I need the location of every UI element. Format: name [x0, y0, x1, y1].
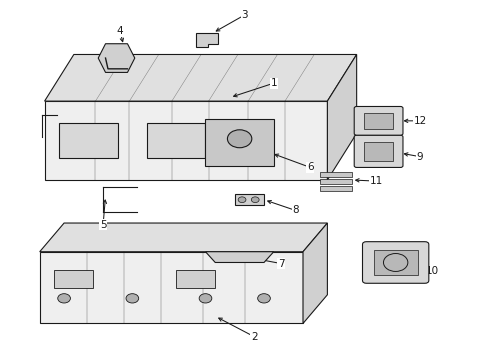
Polygon shape — [147, 123, 205, 158]
Text: 11: 11 — [369, 176, 382, 186]
Polygon shape — [40, 252, 303, 323]
Bar — [320, 179, 351, 184]
Bar — [176, 270, 215, 288]
Text: 10: 10 — [425, 266, 438, 276]
Text: 12: 12 — [412, 116, 426, 126]
Bar — [54, 270, 93, 288]
FancyBboxPatch shape — [362, 242, 428, 283]
Bar — [363, 113, 392, 129]
Text: 9: 9 — [416, 152, 423, 162]
Text: 8: 8 — [292, 206, 298, 216]
Circle shape — [227, 130, 251, 148]
Circle shape — [58, 294, 70, 303]
Polygon shape — [195, 33, 217, 47]
Polygon shape — [44, 54, 356, 101]
Polygon shape — [205, 252, 273, 262]
Bar — [320, 186, 351, 192]
Text: 2: 2 — [250, 332, 257, 342]
Circle shape — [257, 294, 270, 303]
Bar — [234, 194, 264, 205]
Text: 6: 6 — [306, 162, 313, 172]
Bar — [363, 141, 392, 161]
Polygon shape — [40, 223, 327, 252]
Text: 7: 7 — [277, 258, 284, 269]
Circle shape — [126, 294, 139, 303]
Polygon shape — [44, 101, 327, 180]
Polygon shape — [303, 223, 327, 323]
Polygon shape — [59, 123, 118, 158]
FancyBboxPatch shape — [353, 135, 402, 167]
Polygon shape — [205, 119, 273, 166]
Circle shape — [238, 197, 245, 203]
Polygon shape — [98, 44, 135, 72]
Circle shape — [251, 197, 259, 203]
Text: 4: 4 — [117, 26, 123, 36]
Text: 3: 3 — [241, 10, 247, 20]
Text: 5: 5 — [100, 220, 106, 230]
Text: 1: 1 — [270, 78, 277, 88]
Circle shape — [199, 294, 211, 303]
FancyBboxPatch shape — [353, 107, 402, 135]
Bar — [320, 172, 351, 177]
Bar — [373, 250, 417, 275]
Polygon shape — [327, 54, 356, 180]
